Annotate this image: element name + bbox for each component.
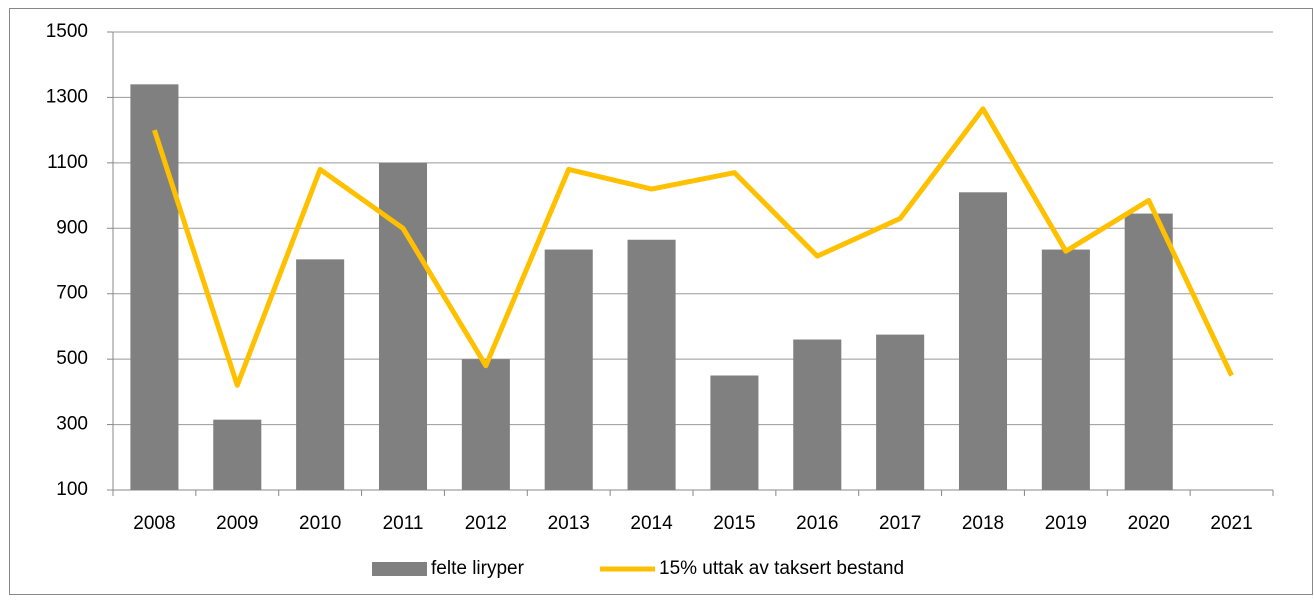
x-tick-label: 2011	[383, 513, 424, 534]
x-tick-label: 2017	[879, 513, 921, 534]
x-tick-label: 2016	[796, 513, 838, 534]
line	[152, 106, 1234, 388]
bar	[378, 162, 428, 490]
y-tick-label: 1300	[46, 86, 88, 107]
legend-label: 15% uttak av taksert bestand	[659, 558, 904, 579]
x-tick-label: 2020	[1128, 513, 1170, 534]
bar	[296, 259, 345, 490]
bar	[1124, 213, 1173, 491]
y-tick-label: 700	[56, 283, 88, 304]
bar	[544, 249, 593, 490]
bar	[627, 239, 676, 490]
bar	[958, 192, 1008, 491]
x-tick-label: 2008	[133, 513, 175, 534]
x-tick-label: 2013	[548, 513, 590, 534]
x-tick-label: 2015	[713, 513, 755, 534]
y-tick-label: 500	[56, 348, 88, 369]
bar	[130, 84, 179, 490]
bar	[793, 339, 842, 490]
x-tick-label: 2009	[216, 513, 258, 534]
bar	[710, 375, 759, 490]
y-tick-label: 1100	[47, 152, 88, 173]
y-tick-label: 100	[56, 479, 88, 500]
x-tick-label: 2018	[962, 513, 1004, 534]
x-tick-label: 2021	[1210, 513, 1252, 534]
x-tick-label: 2014	[630, 513, 673, 534]
legend-label: felte liryper	[431, 558, 525, 579]
legend-swatch	[372, 562, 427, 576]
x-tick-label: 2019	[1045, 513, 1087, 534]
y-tick-label: 1500	[46, 21, 88, 42]
bar	[213, 419, 262, 490]
bar	[1041, 249, 1090, 490]
x-tick-label: 2010	[299, 513, 341, 534]
y-tick-label: 900	[56, 217, 88, 238]
bar	[461, 359, 510, 490]
y-tick-label: 300	[56, 414, 88, 435]
x-tick-label: 2012	[465, 513, 507, 534]
bar	[876, 334, 925, 490]
